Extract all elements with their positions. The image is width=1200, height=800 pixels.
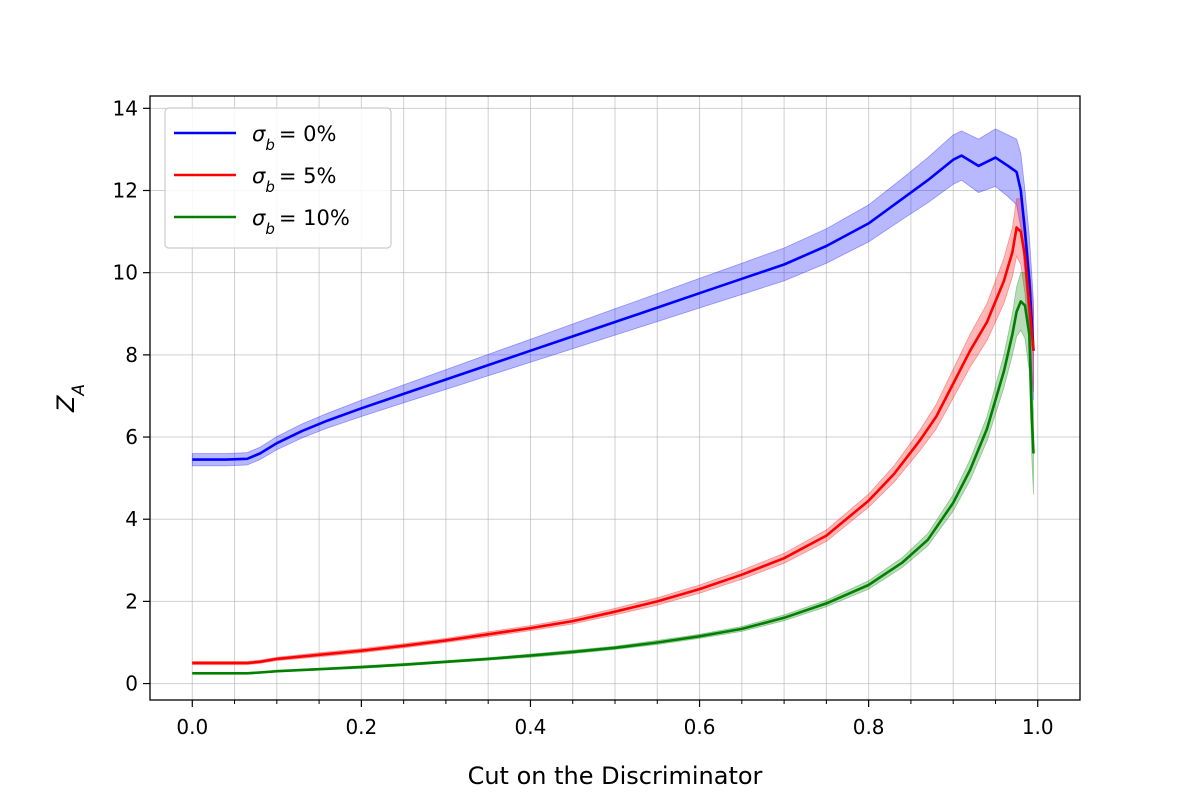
legend-label-1: σb = 5% [252, 164, 336, 196]
y-tick-label: 10 [113, 261, 138, 285]
series-band-1 [191, 198, 1034, 666]
series-lines [192, 154, 1035, 675]
y-tick-label: 4 [125, 507, 138, 531]
x-axis-label: Cut on the Discriminator [468, 762, 763, 790]
legend-symbol: σ [252, 206, 266, 230]
y-tick-label: 8 [125, 343, 138, 367]
y-axis-label: ZA [52, 384, 89, 413]
legend-symbol: σ [252, 122, 266, 146]
y-axis-label-subscript: A [69, 384, 89, 397]
y-tick-label: 14 [113, 96, 138, 120]
x-tick-label: 1.0 [1022, 715, 1054, 739]
x-tick-label: 0.8 [853, 715, 885, 739]
legend-subscript: b [265, 178, 275, 196]
legend-label-2: σb = 10% [252, 206, 350, 238]
legend-box [164, 107, 392, 249]
legend-subscript: b [265, 136, 275, 154]
legend: σb = 0%σb = 5%σb = 10% [164, 107, 392, 249]
y-tick-label: 6 [125, 425, 138, 449]
y-tick-label: 2 [125, 589, 138, 613]
axis-ticks: 0.0 0.2 0.4 0.6 0.8 1.0 0 2 4 6 8 10 12 14 [113, 96, 1054, 739]
x-tick-label: 0.6 [684, 715, 716, 739]
legend-value: = 5% [279, 164, 337, 188]
legend-label-0: σb = 0% [252, 122, 336, 154]
y-tick-label: 12 [113, 179, 138, 203]
y-tick-label: 0 [125, 672, 138, 696]
legend-value: = 0% [279, 122, 337, 146]
legend-subscript: b [265, 220, 275, 238]
series-line-1 [192, 226, 1035, 665]
x-tick-label: 0.0 [176, 715, 208, 739]
y-axis-label-main: Z [52, 395, 80, 413]
x-tick-label: 0.2 [345, 715, 377, 739]
series-line-2 [192, 300, 1035, 675]
legend-value: = 10% [279, 206, 350, 230]
legend-symbol: σ [252, 164, 266, 188]
x-tick-label: 0.4 [515, 715, 547, 739]
series-line-0 [192, 154, 1035, 461]
